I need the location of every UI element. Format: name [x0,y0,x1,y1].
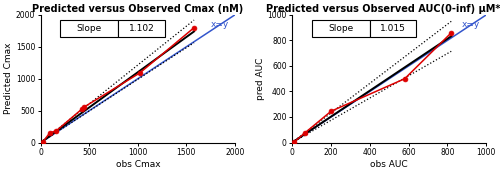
Bar [370,20,416,37]
Text: x=y: x=y [210,20,229,29]
Text: x=y: x=y [462,20,480,29]
X-axis label: obs AUC: obs AUC [370,160,408,169]
Text: 1.015: 1.015 [380,24,406,33]
X-axis label: obs Cmax: obs Cmax [116,160,160,169]
Title: Predicted versus Observed Cmax (nM): Predicted versus Observed Cmax (nM) [32,4,244,14]
Bar [312,20,370,37]
Text: Slope: Slope [76,24,102,33]
Text: 1.102: 1.102 [129,24,154,33]
Y-axis label: pred AUC: pred AUC [256,58,264,100]
Text: Slope: Slope [328,24,353,33]
Title: Predicted versus Observed AUC(0-inf) μM*hr: Predicted versus Observed AUC(0-inf) μM*… [266,4,500,14]
Bar [60,20,118,37]
Bar [118,20,165,37]
Y-axis label: Predicted Cmax: Predicted Cmax [4,43,13,115]
